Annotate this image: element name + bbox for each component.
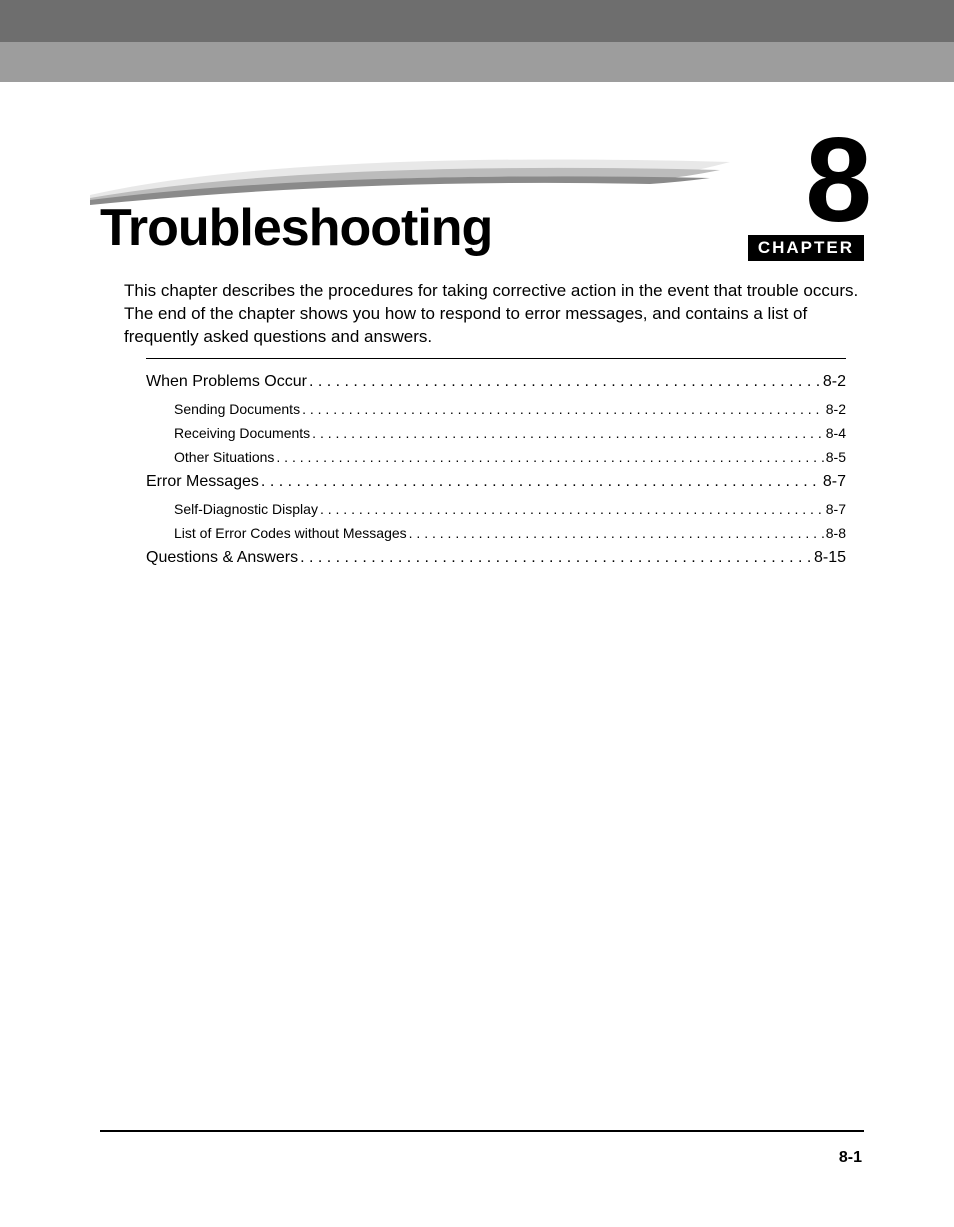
toc-leader-dots [320, 501, 824, 517]
toc-entry-page: 8-7 [823, 473, 846, 491]
toc-leader-dots [276, 449, 823, 465]
chapter-label: CHAPTER [748, 235, 864, 261]
toc-entry[interactable]: Self-Diagnostic Display 8-7 [146, 501, 846, 517]
toc-entry-title: Self-Diagnostic Display [174, 501, 318, 517]
header-band-dark [0, 0, 954, 42]
table-of-contents: When Problems Occur 8-2 Sending Document… [146, 358, 846, 577]
toc-leader-dots [302, 401, 824, 417]
toc-entry-title: Sending Documents [174, 401, 300, 417]
toc-leader-dots [300, 549, 812, 567]
toc-entry-title: Other Situations [174, 449, 274, 465]
toc-entry-page: 8-7 [826, 501, 846, 517]
toc-entry[interactable]: Questions & Answers 8-15 [146, 549, 846, 567]
toc-leader-dots [409, 525, 824, 541]
toc-entry[interactable]: Receiving Documents 8-4 [146, 425, 846, 441]
header-band-light [0, 42, 954, 82]
toc-entry[interactable]: Sending Documents 8-2 [146, 401, 846, 417]
page-number: 8-1 [839, 1149, 862, 1167]
toc-entry-title: When Problems Occur [146, 373, 307, 391]
chapter-number: 8 [805, 120, 864, 240]
toc-entry-title: Questions & Answers [146, 549, 298, 567]
toc-entry-page: 8-8 [826, 525, 846, 541]
toc-entry-title: Error Messages [146, 473, 259, 491]
footer-rule [100, 1130, 864, 1132]
chapter-title: Troubleshooting [100, 198, 492, 258]
toc-entry-title: Receiving Documents [174, 425, 310, 441]
toc-leader-dots [309, 373, 821, 391]
toc-leader-dots [312, 425, 824, 441]
toc-entry-title: List of Error Codes without Messages [174, 525, 407, 541]
toc-entry[interactable]: Error Messages 8-7 [146, 473, 846, 491]
page: 8 CHAPTER Troubleshooting This chapter d… [0, 0, 954, 1227]
toc-entry[interactable]: Other Situations 8-5 [146, 449, 846, 465]
toc-entry-page: 8-2 [826, 401, 846, 417]
toc-entry[interactable]: When Problems Occur 8-2 [146, 373, 846, 391]
toc-entry-page: 8-5 [826, 449, 846, 465]
toc-entry-page: 8-15 [814, 549, 846, 567]
toc-entry[interactable]: List of Error Codes without Messages 8-8 [146, 525, 846, 541]
toc-leader-dots [261, 473, 821, 491]
toc-entry-page: 8-2 [823, 373, 846, 391]
toc-entry-page: 8-4 [826, 425, 846, 441]
chapter-intro-text: This chapter describes the procedures fo… [124, 280, 864, 349]
